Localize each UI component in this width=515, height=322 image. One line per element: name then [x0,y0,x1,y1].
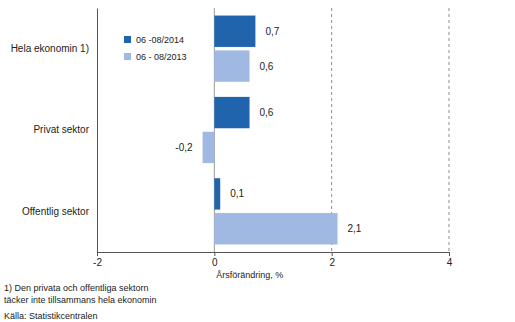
footnote: täcker inte tillsammans hela ekonomin [4,295,157,305]
tick-mark [332,252,333,256]
tick: -2 [93,252,102,268]
data-label: 0,7 [265,26,279,37]
bars [203,16,338,245]
axis-line [97,9,98,253]
grid [214,8,449,252]
legend-swatch [124,53,131,60]
category-label: Privat sektor [33,124,89,135]
tick-label: 2 [329,257,335,268]
bar [214,16,255,47]
data-label: 0,1 [230,188,244,199]
data-label: -0,2 [175,142,193,153]
tick-label: -2 [93,257,102,268]
tick-label: 0 [212,257,218,268]
tick-mark [97,252,98,256]
tick-mark [449,252,450,256]
tick: 0 [212,252,218,268]
data-label: 0,6 [260,61,274,72]
tick: Privat sektor [33,124,89,135]
axis-line [98,253,450,257]
tick-mark [214,252,215,256]
legend-item: 06 - 08/2013 [124,52,187,62]
legend-label: 06 -08/2014 [136,35,184,45]
axis-title: Årsförändring, % [216,270,283,280]
chart: 0,7 0,6 0,1 0,6 -0,2 2,1 -2 0 2 4 Hela ekonomin 1)… [0,0,515,322]
data-label: 2,1 [348,223,362,234]
bar [214,97,249,128]
bar [214,213,337,244]
legend-swatch [124,36,131,43]
tick: 4 [447,252,453,268]
tick: 2 [329,252,335,268]
tick: Offentlig sektor [22,206,90,217]
data-label: 0,6 [260,107,274,118]
y-axis: Hela ekonomin 1) Privat sektor Offentlig s… [11,9,98,253]
bar [214,178,220,209]
category-label: Offentlig sektor [22,206,90,217]
bar [203,132,215,163]
tick-label: 4 [447,257,453,268]
legend-label: 06 - 08/2013 [136,52,187,62]
bar [214,50,249,81]
category-label: Hela ekonomin 1) [11,43,89,54]
data-labels: 0,7 0,6 0,1 0,6 -0,2 2,1 [175,26,362,235]
grid-line [449,8,450,252]
legend-item: 06 -08/2014 [124,35,184,45]
tick: Hela ekonomin 1) [11,43,89,54]
x-axis: -2 0 2 4 [93,252,453,268]
source: Källa: Statistikcentralen [4,311,98,321]
footnote: 1) Den privata och offentliga sektorn [4,283,148,293]
legend: 06 -08/2014 06 - 08/2013 [124,35,187,62]
